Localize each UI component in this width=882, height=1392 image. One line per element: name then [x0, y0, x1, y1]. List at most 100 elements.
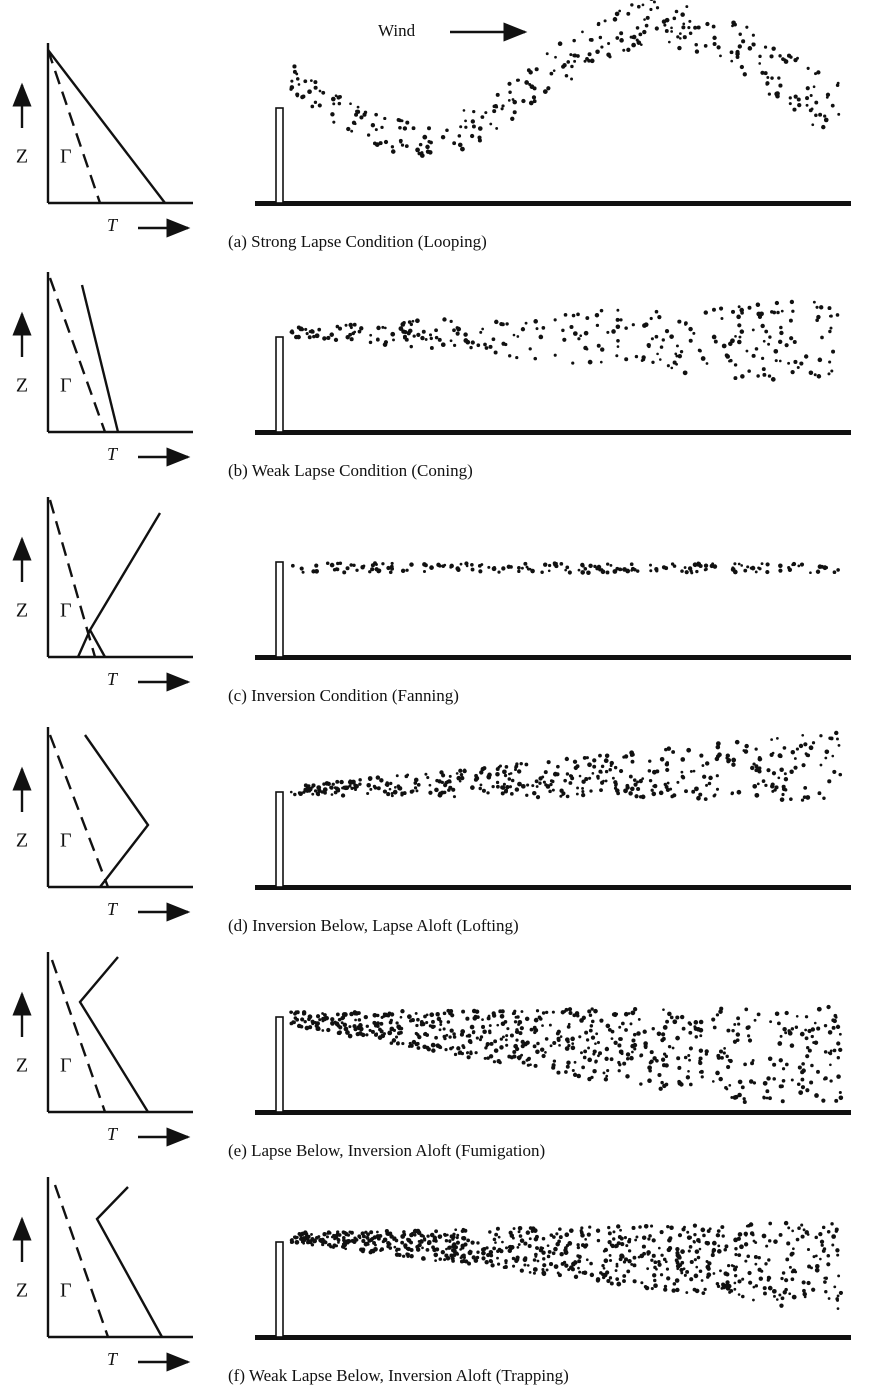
plume-dot [425, 1020, 429, 1025]
plume-dot [688, 326, 693, 332]
plume-dot [630, 1010, 636, 1016]
plume-dot [365, 1024, 369, 1028]
plume-dot [630, 786, 635, 792]
plume-dot [379, 778, 384, 783]
plume-dot [656, 1031, 662, 1037]
plume-dot [756, 782, 760, 786]
plume-dot [828, 360, 832, 364]
plume-dot [504, 1246, 509, 1250]
plume-dot [358, 778, 362, 782]
plume-dot [678, 32, 682, 35]
plume-dot [629, 1055, 634, 1061]
plume-dot [824, 566, 829, 570]
plume-dot [781, 784, 786, 789]
plume-dot [616, 1281, 622, 1287]
plume-dot [638, 778, 643, 784]
plume-dot [458, 779, 462, 783]
caption: (a) Strong Lapse Condition (Looping) [228, 232, 487, 251]
plume-dot [419, 1233, 424, 1238]
plume-dot [311, 783, 316, 788]
plume-dot [681, 775, 686, 780]
plume-dot [568, 1010, 573, 1015]
plume-dot [415, 318, 420, 324]
plume-dot [836, 568, 840, 572]
plume-dot [477, 126, 483, 131]
plume-dot [632, 1032, 637, 1037]
plume-dot [488, 1230, 492, 1234]
plume-dot [677, 45, 682, 51]
plume-dot [353, 783, 357, 787]
plume-dot [805, 86, 810, 91]
plume-dot [641, 1245, 646, 1249]
plume-dot [661, 338, 665, 342]
plume-dot [443, 1036, 447, 1041]
plume-dot [592, 1049, 597, 1054]
plume-dot [482, 1029, 487, 1035]
plume-dot [836, 737, 839, 741]
plume-dot [649, 316, 653, 321]
plume-dot [594, 1059, 598, 1064]
plume-dot [455, 1240, 461, 1245]
plume-dot [379, 1247, 385, 1252]
plume-dot [635, 26, 640, 30]
plume-dot [317, 327, 322, 332]
plume-dot [685, 1291, 689, 1294]
plume-dot [321, 1242, 325, 1247]
plume-dot [425, 144, 430, 150]
plume-dot [731, 762, 736, 767]
plume-dot [619, 769, 624, 774]
plume-dot [747, 1270, 752, 1276]
plume-dot [810, 1063, 814, 1068]
plume-dot [310, 1233, 313, 1236]
plume-dot [643, 18, 646, 21]
plume-dot [684, 321, 688, 326]
plume-dot [360, 565, 365, 570]
caption: (c) Inversion Condition (Fanning) [228, 686, 459, 705]
plume-dot [708, 775, 713, 781]
plume-dot [758, 54, 762, 59]
plume-dot [826, 1004, 831, 1010]
plume-dot [588, 1225, 592, 1229]
plume-dot [616, 308, 620, 312]
plume-dot [813, 1021, 817, 1025]
plume-dot [424, 338, 428, 341]
plume-dot [576, 1243, 580, 1247]
plume-dot [768, 335, 772, 339]
plume-dot [824, 1289, 828, 1294]
plume-dot [567, 1007, 573, 1012]
plume-dot [712, 1025, 717, 1030]
plume-dot [746, 1254, 751, 1259]
plume-dot [819, 305, 824, 310]
plume-dot [460, 146, 465, 152]
plume-dot [632, 778, 637, 782]
plume-dot [484, 346, 489, 350]
plume-dot [554, 55, 557, 59]
plume-dot [415, 789, 419, 793]
plume-dot [572, 53, 576, 58]
plume-dot [394, 786, 397, 789]
plume-dot [836, 1074, 841, 1079]
plume-dot [432, 1024, 436, 1028]
plume-dot [394, 1035, 399, 1039]
plume-dot [457, 142, 463, 148]
t-label: T [107, 669, 119, 689]
plume-dot [292, 64, 297, 69]
plume-dot [307, 1017, 311, 1022]
plume-dot [599, 788, 603, 793]
plume-dot [718, 306, 724, 311]
panel: Z ΓT(c) Inversion Condition (Fanning) [12, 497, 851, 705]
plume-dot [545, 52, 549, 56]
plume-dot [348, 332, 352, 337]
plume-dot [390, 794, 394, 798]
plume-dot [316, 792, 321, 797]
plume-dot [797, 102, 802, 108]
wind-label: Wind [378, 21, 416, 40]
plume-dot [766, 1076, 771, 1081]
temperature-profile [47, 49, 166, 204]
plume-dot [528, 100, 534, 106]
plume-dot [724, 1244, 729, 1249]
plume-dot [731, 24, 734, 28]
plume-dot [733, 1281, 737, 1285]
plume-dot [526, 1063, 530, 1067]
plume-dot [493, 350, 498, 355]
